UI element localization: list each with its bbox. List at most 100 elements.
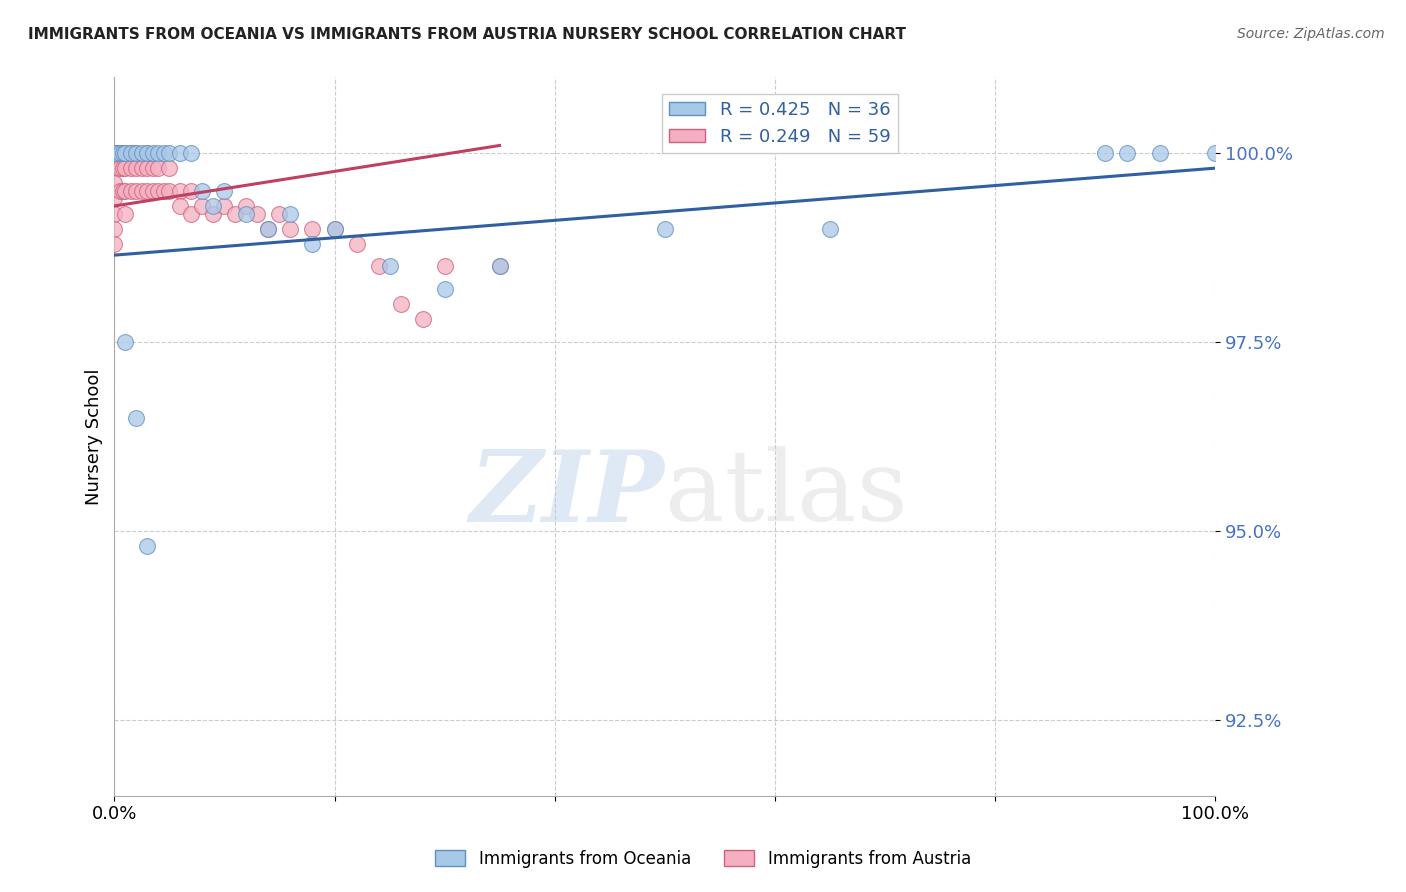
Point: [103, 146, 125, 161]
Point: [131, 184, 153, 198]
Point: [103, 191, 125, 205]
Point: [433, 260, 456, 274]
Point: [1115, 146, 1137, 161]
Legend: R = 0.425   N = 36, R = 0.249   N = 59: R = 0.425 N = 36, R = 0.249 N = 59: [662, 94, 897, 153]
Point: [108, 146, 131, 161]
Point: [103, 146, 125, 161]
Point: [346, 236, 368, 251]
Point: [269, 206, 291, 220]
Y-axis label: Nursery School: Nursery School: [86, 368, 103, 505]
Point: [214, 199, 236, 213]
Point: [367, 260, 389, 274]
Point: [112, 146, 135, 161]
Point: [191, 199, 214, 213]
Point: [159, 161, 181, 176]
Point: [153, 184, 176, 198]
Legend: Immigrants from Oceania, Immigrants from Austria: Immigrants from Oceania, Immigrants from…: [429, 844, 977, 875]
Point: [818, 221, 841, 235]
Point: [114, 146, 136, 161]
Point: [148, 184, 170, 198]
Point: [159, 146, 181, 161]
Point: [235, 206, 257, 220]
Point: [159, 184, 181, 198]
Text: IMMIGRANTS FROM OCEANIA VS IMMIGRANTS FROM AUSTRIA NURSERY SCHOOL CORRELATION CH: IMMIGRANTS FROM OCEANIA VS IMMIGRANTS FR…: [28, 27, 905, 42]
Point: [323, 221, 346, 235]
Text: ZIP: ZIP: [470, 446, 665, 542]
Point: [257, 221, 280, 235]
Point: [280, 221, 302, 235]
Point: [125, 410, 148, 425]
Point: [136, 539, 159, 553]
Point: [112, 184, 135, 198]
Point: [235, 199, 257, 213]
Text: atlas: atlas: [665, 446, 907, 542]
Point: [246, 206, 269, 220]
Point: [108, 146, 131, 161]
Point: [103, 146, 125, 161]
Point: [103, 146, 125, 161]
Point: [131, 161, 153, 176]
Point: [180, 146, 202, 161]
Point: [433, 282, 456, 296]
Point: [153, 146, 176, 161]
Point: [148, 161, 170, 176]
Point: [214, 184, 236, 198]
Point: [191, 184, 214, 198]
Point: [125, 184, 148, 198]
Point: [1094, 146, 1116, 161]
Point: [114, 146, 136, 161]
Point: [108, 161, 131, 176]
Point: [136, 161, 159, 176]
Point: [103, 161, 125, 176]
Point: [114, 206, 136, 220]
Point: [488, 260, 510, 274]
Point: [142, 184, 165, 198]
Point: [103, 206, 125, 220]
Point: [142, 161, 165, 176]
Point: [142, 146, 165, 161]
Point: [488, 260, 510, 274]
Point: [120, 146, 142, 161]
Point: [136, 146, 159, 161]
Point: [1149, 146, 1171, 161]
Point: [108, 184, 131, 198]
Point: [103, 146, 125, 161]
Point: [169, 184, 191, 198]
Point: [136, 184, 159, 198]
Point: [169, 199, 191, 213]
Point: [114, 161, 136, 176]
Point: [131, 146, 153, 161]
Point: [257, 221, 280, 235]
Point: [301, 221, 323, 235]
Point: [323, 221, 346, 235]
Point: [120, 146, 142, 161]
Point: [301, 236, 323, 251]
Point: [169, 146, 191, 161]
Point: [112, 161, 135, 176]
Point: [136, 146, 159, 161]
Point: [389, 297, 412, 311]
Point: [148, 146, 170, 161]
Point: [112, 146, 135, 161]
Point: [1204, 146, 1226, 161]
Point: [412, 312, 434, 326]
Point: [180, 206, 202, 220]
Point: [125, 161, 148, 176]
Point: [114, 184, 136, 198]
Point: [103, 146, 125, 161]
Point: [103, 236, 125, 251]
Point: [202, 199, 225, 213]
Point: [654, 221, 676, 235]
Point: [103, 221, 125, 235]
Text: Source: ZipAtlas.com: Source: ZipAtlas.com: [1237, 27, 1385, 41]
Point: [280, 206, 302, 220]
Point: [103, 146, 125, 161]
Point: [125, 146, 148, 161]
Point: [125, 146, 148, 161]
Point: [120, 161, 142, 176]
Point: [120, 184, 142, 198]
Point: [103, 176, 125, 190]
Point: [224, 206, 246, 220]
Point: [114, 335, 136, 350]
Point: [202, 206, 225, 220]
